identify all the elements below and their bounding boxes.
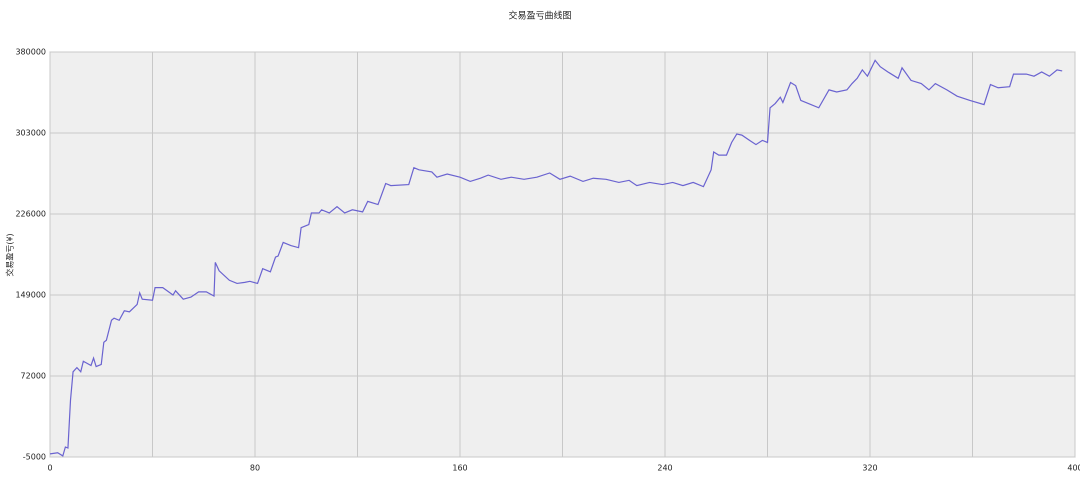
y-tick-label: 72000 xyxy=(21,372,46,381)
x-tick-label: 240 xyxy=(657,464,672,473)
y-tick-label: -5000 xyxy=(23,453,46,462)
chart-title: 交易盈亏曲线图 xyxy=(508,10,571,22)
x-tick-label: 80 xyxy=(250,464,260,473)
y-tick-label: 303000 xyxy=(15,129,46,138)
x-tick-label: 320 xyxy=(862,464,877,473)
x-tick-label: 160 xyxy=(452,464,467,473)
x-tick-label: 0 xyxy=(47,464,52,473)
data-line xyxy=(49,59,1063,457)
x-tick-label: 400 xyxy=(1067,464,1080,473)
y-axis-label: 交易盈亏(¥) xyxy=(5,233,15,276)
y-tick-label: 226000 xyxy=(15,210,46,219)
y-tick-label: 149000 xyxy=(15,291,46,300)
y-tick-label: 380000 xyxy=(15,48,46,57)
